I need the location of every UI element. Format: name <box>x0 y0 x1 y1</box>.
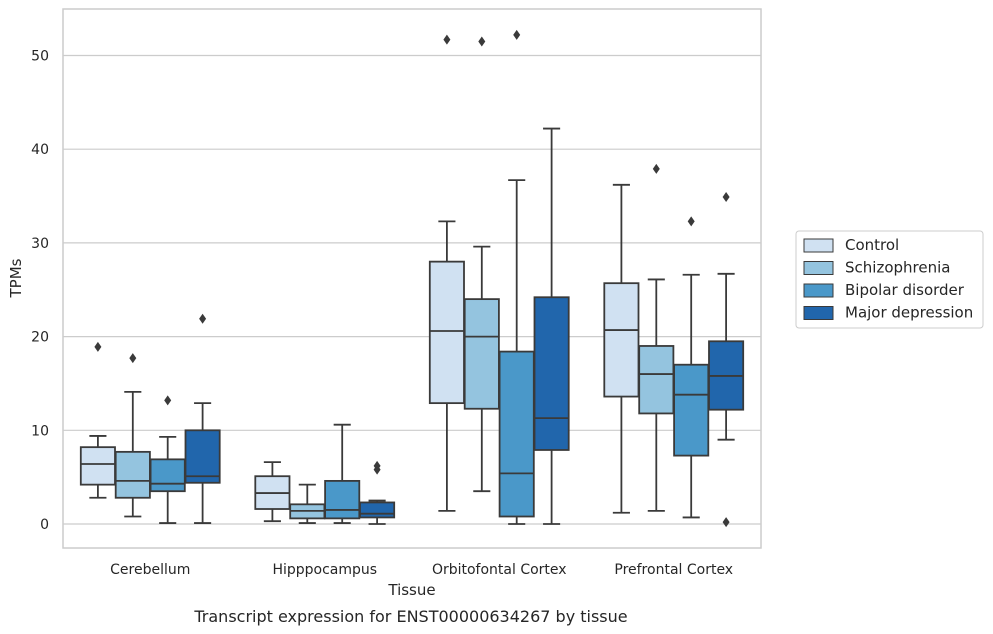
box-bipolar-disorder <box>149 395 186 524</box>
chart-caption: Transcript expression for ENST0000063426… <box>193 607 627 626</box>
y-tick-label: 0 <box>40 517 49 533</box>
x-tick-label: Cerebellum <box>110 562 190 578</box>
x-tick-label: Hipppocampus <box>272 562 377 578</box>
x-axis-title: Tissue <box>387 581 435 599</box>
outlier-point <box>199 313 207 324</box>
outlier-point <box>129 353 137 364</box>
box-control <box>79 341 116 499</box>
y-tick-label: 20 <box>31 330 49 346</box>
outlier-point <box>722 191 730 202</box>
box-iqr <box>114 450 151 499</box>
box-control <box>603 183 640 514</box>
outlier-point <box>478 36 486 47</box>
legend-frame <box>795 230 984 329</box>
outlier-point <box>513 29 521 40</box>
box-iqr <box>603 282 640 398</box>
box-major-depression <box>359 460 396 525</box>
box-major-depression <box>184 313 221 524</box>
box-iqr <box>324 479 361 520</box>
y-tick-labels: 0 10 20 30 40 50 <box>31 49 49 534</box>
x-tick-label: Prefrontal Cortex <box>614 562 733 578</box>
box-control <box>254 461 291 523</box>
legend-swatch <box>803 306 834 320</box>
box-bipolar-disorder <box>324 423 361 524</box>
box-iqr <box>498 350 535 518</box>
legend-label: Major depression <box>845 304 973 322</box>
box-bipolar-disorder <box>673 216 710 519</box>
box-iqr <box>533 296 570 451</box>
box-layer <box>79 29 745 528</box>
box-iqr <box>149 458 186 493</box>
x-tick-labels: Cerebellum Hipppocampus Orbitofontal Corte… <box>110 562 733 578</box>
plot-area-frame <box>62 8 762 549</box>
box-major-depression <box>533 127 570 525</box>
box-schizophrenia <box>463 36 500 493</box>
box-iqr <box>359 501 396 519</box>
box-iqr <box>463 298 500 410</box>
legend: Control Schizophrenia Bipolar disorder Majo… <box>795 230 984 329</box>
box-schizophrenia <box>289 483 326 524</box>
y-tick-label: 40 <box>31 142 49 158</box>
legend-swatch <box>803 261 834 275</box>
legend-label: Schizophrenia <box>845 259 950 277</box>
y-axis-title: TPMs <box>7 258 25 298</box>
legend-swatch <box>803 283 834 298</box>
outlier-point <box>722 517 730 528</box>
y-tick-label: 50 <box>31 49 49 65</box>
outlier-point <box>443 34 451 45</box>
outlier-point <box>94 341 102 352</box>
box-iqr <box>638 345 675 415</box>
box-iqr <box>184 429 221 484</box>
legend-swatch <box>803 238 834 253</box>
legend-items: Control Schizophrenia Bipolar disorder Majo… <box>803 236 973 322</box>
outlier-point <box>652 163 660 174</box>
legend-label: Bipolar disorder <box>845 281 965 299</box>
box-bipolar-disorder <box>498 29 535 525</box>
outlier-point <box>687 216 695 227</box>
outlier-point <box>373 460 381 471</box>
y-tick-label: 10 <box>31 423 49 439</box>
legend-label: Control <box>845 236 899 254</box>
x-tick-label: Orbitofontal Cortex <box>432 562 567 578</box>
outlier-point <box>164 395 172 406</box>
box-major-depression <box>708 191 745 528</box>
box-iqr <box>428 260 465 405</box>
box-schizophrenia <box>114 353 151 518</box>
box-control <box>428 34 465 512</box>
box-schizophrenia <box>638 163 675 512</box>
box-iqr <box>673 363 710 457</box>
gridlines <box>63 54 761 525</box>
y-tick-label: 30 <box>31 236 49 252</box>
box-iqr <box>79 446 116 486</box>
